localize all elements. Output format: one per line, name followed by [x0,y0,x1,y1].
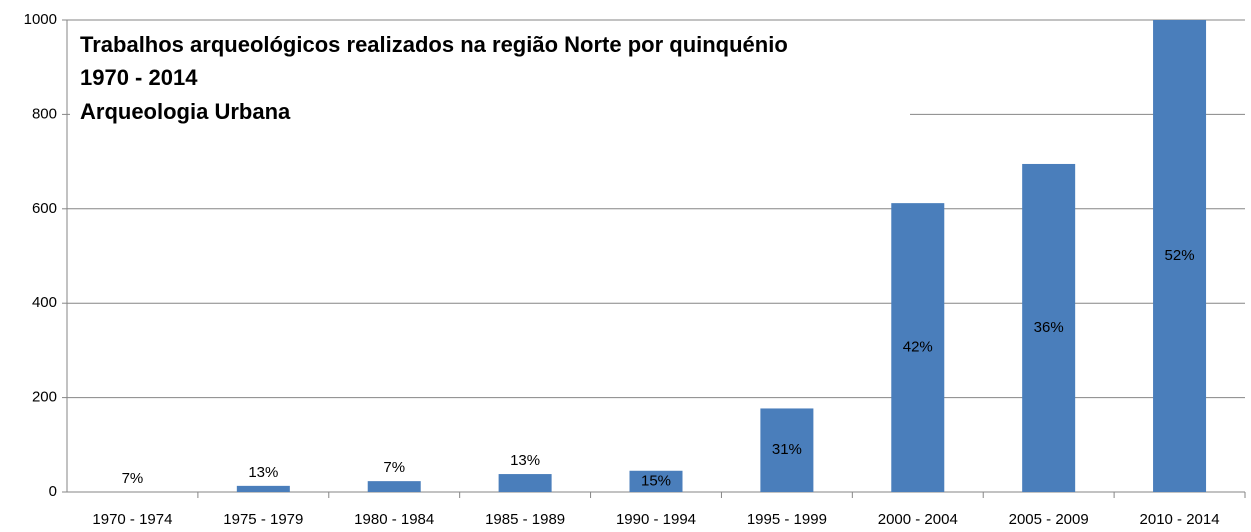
bar-label: 13% [248,464,278,481]
bar [629,470,683,492]
bar-label: 7% [383,459,405,476]
bar [367,481,421,492]
y-tick-label: 1000 [24,11,57,28]
bar [760,408,814,492]
bar-label: 13% [510,452,540,469]
chart-title: Trabalhos arqueológicos realizados na re… [80,32,788,57]
x-tick-label: 1980 - 1984 [354,511,434,528]
y-tick-label: 800 [32,105,57,122]
x-tick-label: 2010 - 2014 [1140,511,1220,528]
bar [891,203,945,493]
y-tick-label: 400 [32,294,57,311]
bar [1153,20,1207,492]
bar [1022,163,1076,492]
x-tick-label: 1995 - 1999 [747,511,827,528]
x-tick-label: 1975 - 1979 [223,511,303,528]
y-tick-label: 600 [32,200,57,217]
bar-label: 52% [1165,247,1195,264]
x-tick-label: 2000 - 2004 [878,511,958,528]
bar-label: 31% [772,441,802,458]
x-tick-label: 1970 - 1974 [92,511,172,528]
bar-label: 15% [641,472,671,489]
bar-label: 36% [1034,319,1064,336]
x-tick-label: 2005 - 2009 [1009,511,1089,528]
bar [498,474,552,492]
chart-subtitle: 1970 - 2014 [80,65,198,90]
title-box: Trabalhos arqueológicos realizados na re… [70,22,910,134]
y-tick-label: 0 [49,483,57,500]
x-tick-label: 1985 - 1989 [485,511,565,528]
x-tick-label: 1990 - 1994 [616,511,696,528]
bar-label: 7% [122,470,144,487]
bar [236,485,290,492]
y-tick-label: 200 [32,389,57,406]
chart-annotation: Arqueologia Urbana [80,99,291,124]
bar-label: 42% [903,339,933,356]
title-background [70,22,910,134]
